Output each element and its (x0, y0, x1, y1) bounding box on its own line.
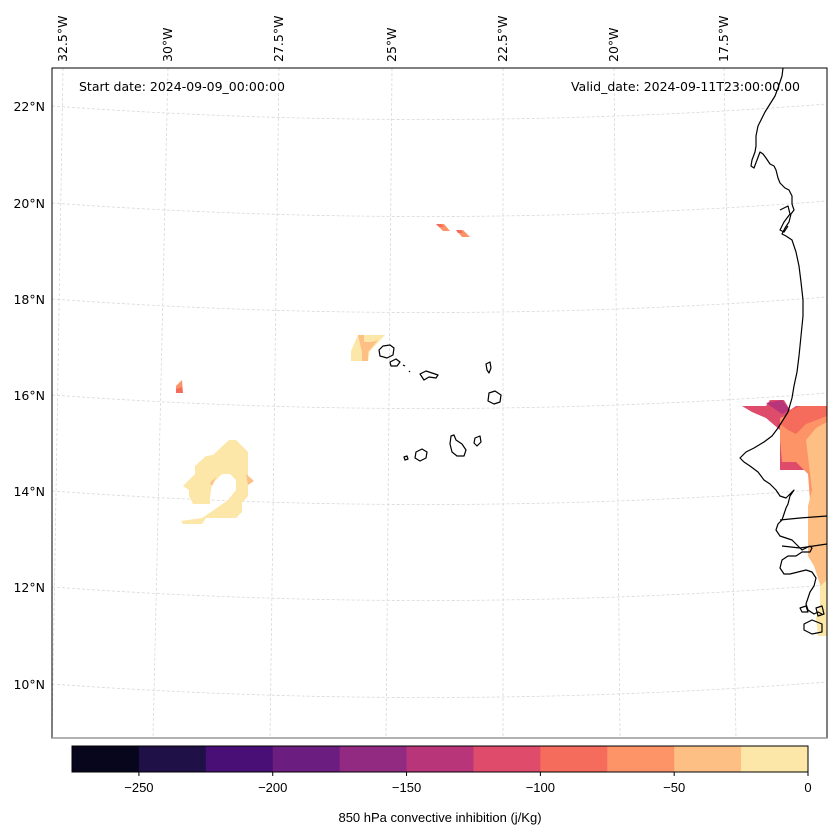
colorbar-tick-label: −250 (124, 780, 153, 795)
latitude-tick-label: 22°N (13, 99, 45, 114)
cin-field (176, 224, 827, 636)
valid-date-label: Valid_date: 2024-09-11T23:00:00.00 (571, 79, 800, 94)
meridian-gridline (152, 68, 169, 738)
colorbar-outline (71, 745, 809, 773)
colorbar-swatch (674, 746, 742, 772)
longitude-labels: 32.5°W 30°W 27.5°W 25°W 22.5°W 20°W 17.5°W (55, 16, 731, 62)
parallel-gridline (52, 681, 827, 698)
cin-region-streak-2b (456, 230, 463, 233)
longitude-tick-label: 32.5°W (55, 16, 70, 62)
colorbar-swatch (339, 746, 408, 772)
meridian-gridline (723, 68, 737, 738)
colorbar-tick-label: −200 (258, 780, 287, 795)
meridian-gridline (269, 68, 280, 738)
cin-region-patch-16n-core (176, 387, 183, 393)
longitude-tick-label: 30°W (160, 27, 175, 62)
colorbar-swatch (72, 746, 140, 772)
border-gambia-south (781, 543, 827, 549)
cin-region-streak-1b (436, 224, 444, 227)
colorbar-tick-label: −100 (526, 780, 555, 795)
latitude-tick-label: 20°N (13, 196, 45, 211)
meridian-gridline (52, 68, 64, 738)
cin-region-coast-peach (806, 422, 827, 636)
island-brava (403, 455, 409, 461)
island-sal (485, 361, 492, 374)
colorbar-tick-label: −150 (392, 780, 421, 795)
parallel-gridline (52, 200, 827, 217)
colorbar-label: 850 hPa convective inhibition (j/Kg) (338, 810, 541, 825)
island-maio (473, 435, 482, 447)
colorbar-tick-label: 0 (804, 780, 811, 795)
latitude-tick-label: 12°N (13, 580, 45, 595)
island-santo-antao (378, 344, 395, 359)
island-sao-nicolau (419, 370, 439, 381)
longitude-tick-label: 27.5°W (271, 16, 286, 62)
island-boa-vista (487, 390, 502, 405)
cin-region-coast-yellow (816, 580, 827, 636)
longitude-tick-label: 20°W (606, 27, 621, 62)
map-area (52, 68, 827, 738)
island-bijagos-1 (799, 605, 809, 613)
latitude-tick-label: 16°N (13, 388, 45, 403)
cin-region-spiral (181, 440, 248, 524)
colorbar-swatch (473, 746, 541, 772)
island-bijagos-3 (815, 605, 825, 617)
colorbar-swatch (741, 746, 809, 772)
colorbar-tick-label: −50 (663, 780, 685, 795)
island-sao-vicente (389, 358, 401, 367)
colorbar: −250 −200 −150 −100 −50 0 850 hPa convective … (71, 745, 812, 825)
island-santa-luzia (402, 364, 406, 367)
cin-region-coast-red (780, 406, 827, 434)
colorbar-swatch (272, 746, 341, 772)
island-senegal-bay (779, 205, 791, 233)
longitude-tick-label: 25°W (384, 27, 399, 62)
latitude-tick-label: 10°N (13, 677, 45, 692)
parallel-gridline (52, 584, 827, 601)
colorbar-swatch (540, 746, 608, 772)
colorbar-swatch (205, 746, 274, 772)
longitude-tick-label: 17.5°W (716, 16, 731, 62)
cin-region-coast-mid (766, 400, 827, 414)
gridlines (52, 68, 827, 738)
parallel-gridline (52, 392, 827, 409)
colorbar-swatch (607, 746, 675, 772)
parallel-gridline (52, 296, 827, 313)
meridian-gridline (385, 68, 393, 738)
island-branco (408, 370, 411, 373)
colorbar-swatch (138, 746, 207, 772)
island-bijagos-2 (803, 619, 823, 635)
island-fogo (414, 448, 428, 462)
latitude-tick-label: 14°N (13, 484, 45, 499)
parallel-gridline (52, 488, 827, 505)
latitude-tick-label: 18°N (13, 292, 45, 307)
meridian-gridline (613, 68, 621, 738)
longitude-tick-label: 22.5°W (495, 16, 510, 62)
border-gambia-north (779, 515, 827, 521)
latitude-labels: 22°N 20°N 18°N 16°N 14°N 12°N 10°N (13, 99, 45, 692)
island-santiago (449, 434, 467, 457)
cin-region-santo-antao-inner (358, 335, 378, 361)
coastline-africa (739, 68, 823, 615)
coastlines (378, 68, 827, 635)
parallel-gridline (52, 103, 827, 120)
colorbar-swatch (406, 746, 474, 772)
start-date-label: Start date: 2024-09-09_00:00:00 (79, 79, 285, 94)
